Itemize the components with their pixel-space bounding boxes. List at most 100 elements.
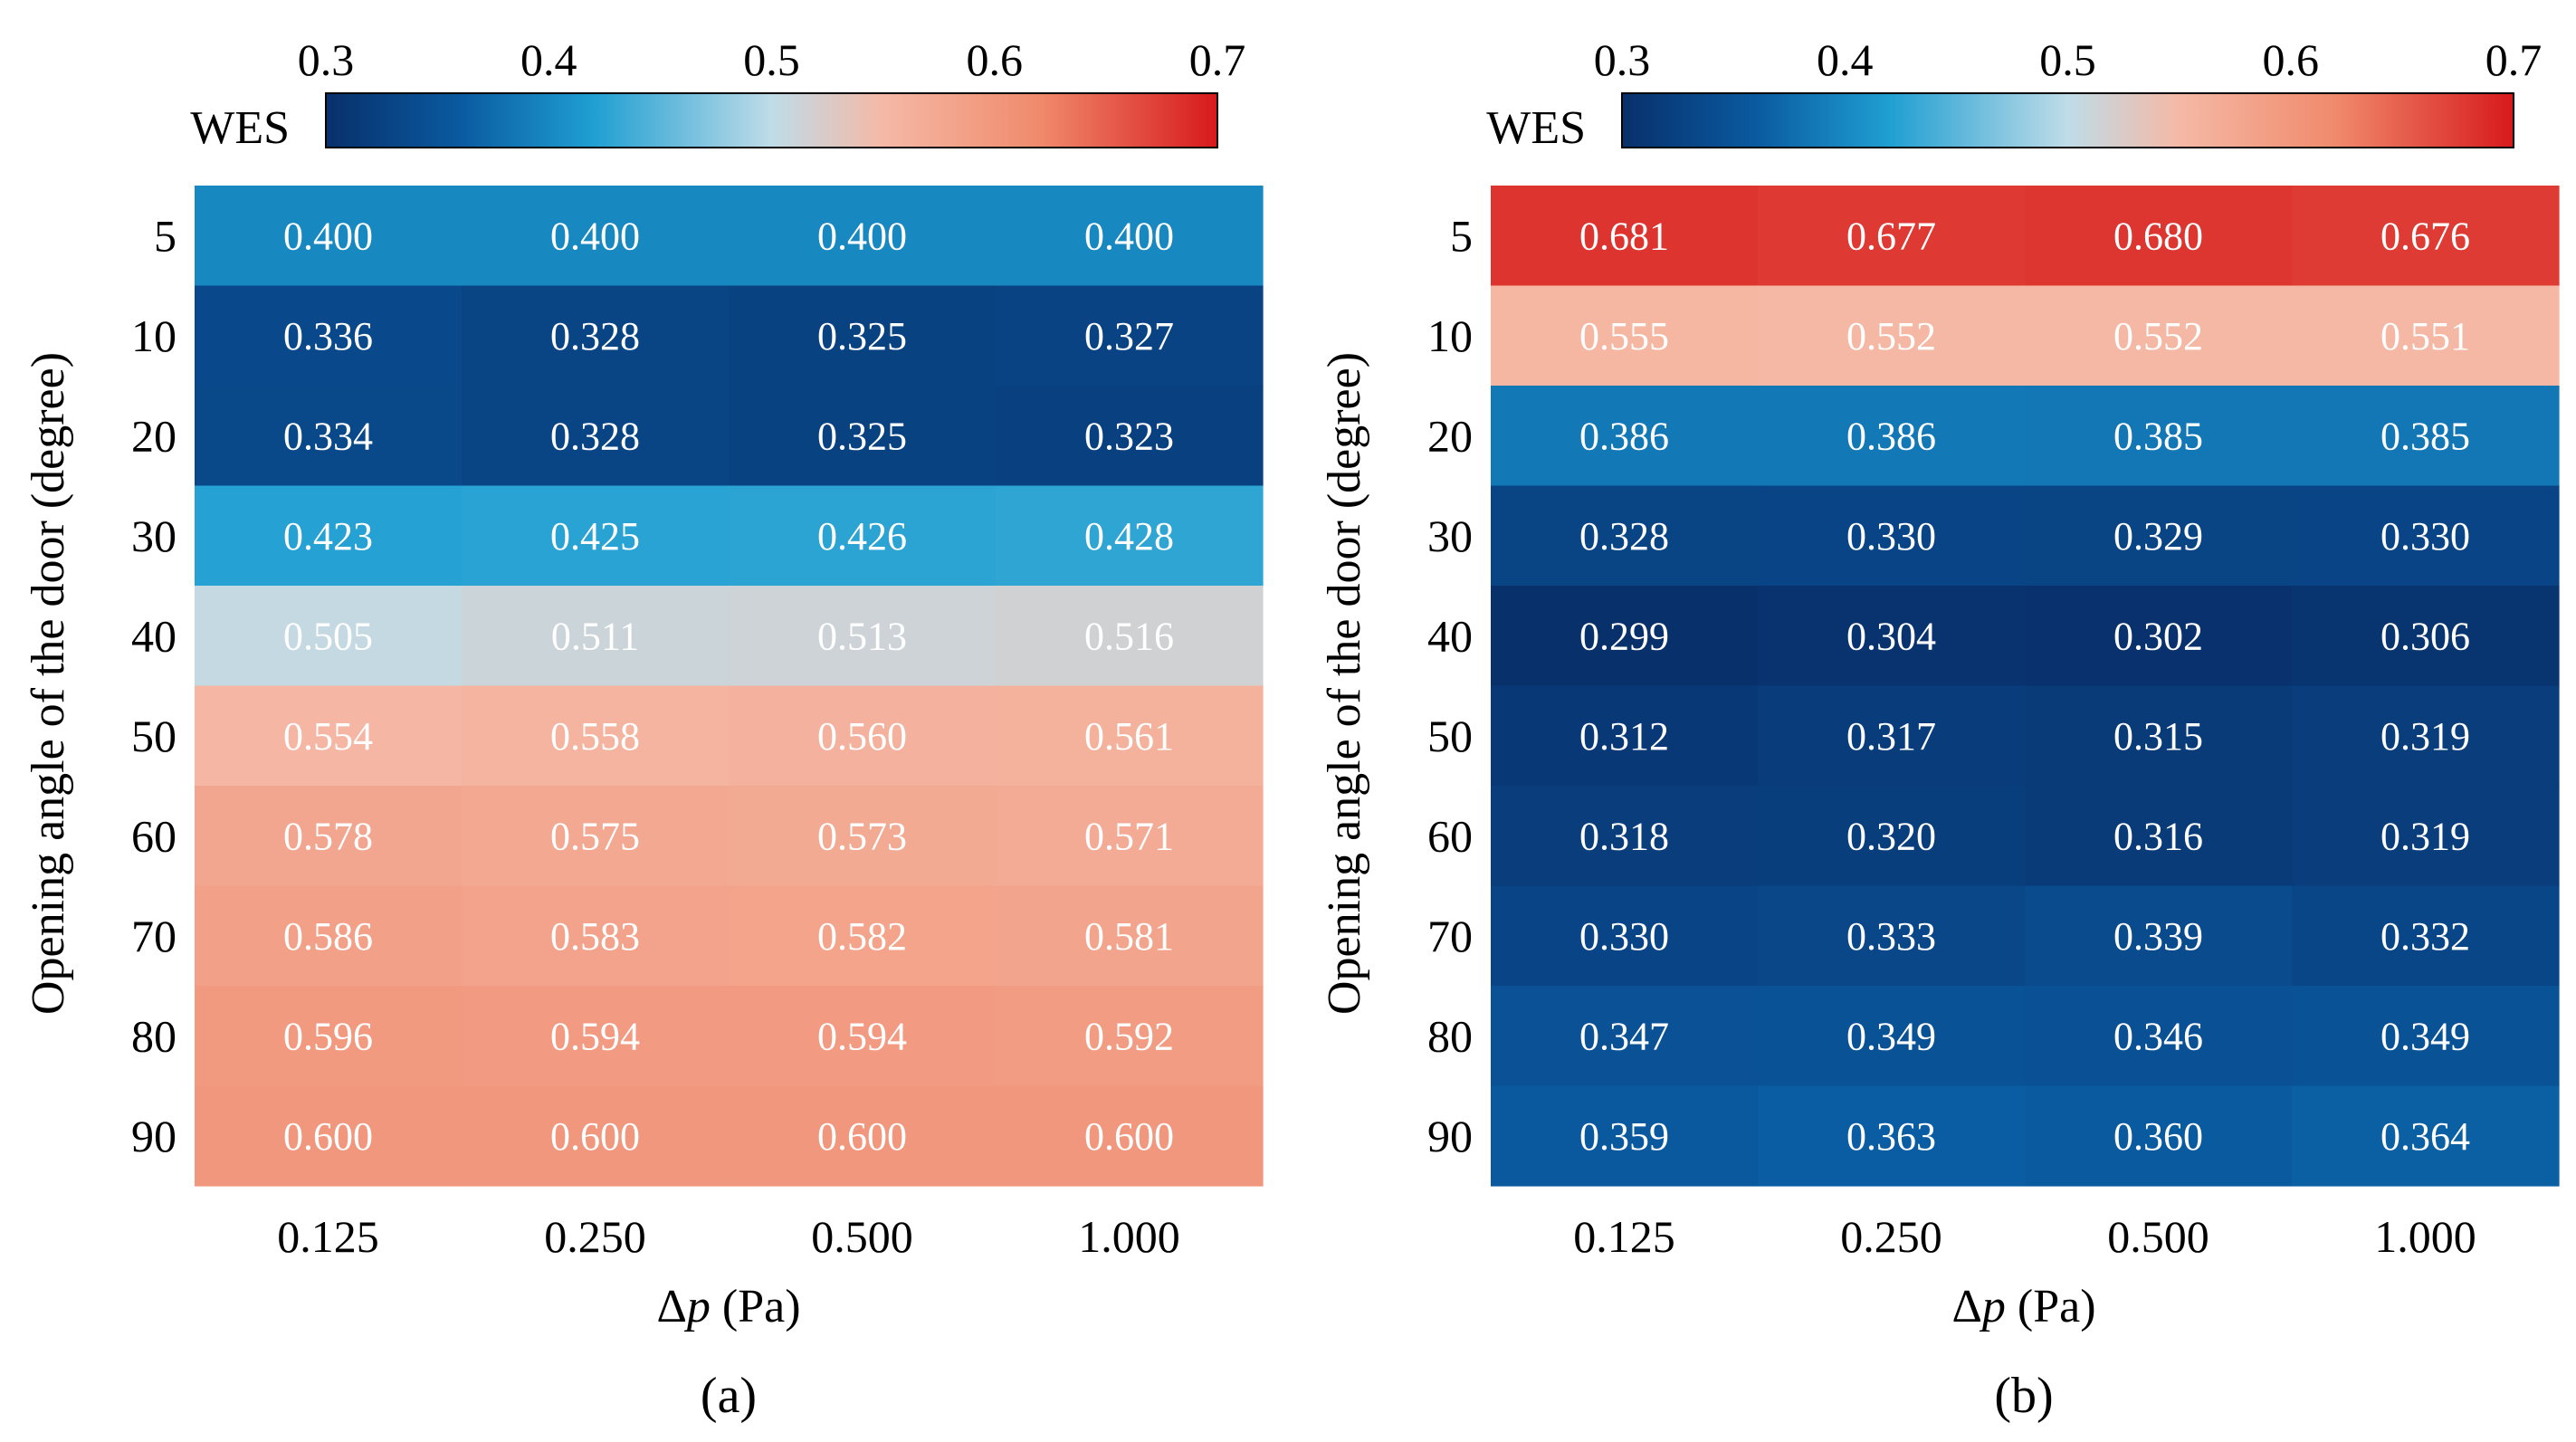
heatmap-cell bbox=[1758, 685, 2026, 787]
heatmap-cell bbox=[462, 786, 730, 887]
cell-value-label: 0.594 bbox=[817, 1014, 907, 1058]
heatmap-cell bbox=[1491, 786, 1759, 887]
cell-value-label: 0.676 bbox=[2380, 214, 2470, 258]
heatmap-cell bbox=[996, 186, 1264, 287]
cell-value-label: 0.312 bbox=[1579, 714, 1669, 759]
colorbar-tick-label: 0.6 bbox=[967, 34, 1024, 85]
cell-value-label: 0.516 bbox=[1084, 614, 1174, 658]
cell-value-label: 0.551 bbox=[2380, 314, 2470, 358]
heatmap-cell bbox=[462, 986, 730, 1087]
cell-value-label: 0.360 bbox=[2113, 1114, 2203, 1159]
heatmap-cell bbox=[729, 885, 997, 987]
cell-value-label: 0.428 bbox=[1084, 514, 1174, 559]
cell-value-label: 0.386 bbox=[1579, 414, 1669, 458]
cell-value-label: 0.600 bbox=[817, 1114, 907, 1159]
cell-value-label: 0.554 bbox=[283, 714, 373, 759]
heatmap-cell bbox=[2292, 586, 2560, 687]
cell-value-label: 0.552 bbox=[1846, 314, 1936, 358]
cell-value-label: 0.325 bbox=[817, 414, 907, 458]
cell-value-label: 0.583 bbox=[550, 914, 640, 959]
x-tick-label: 0.500 bbox=[811, 1211, 913, 1262]
heatmap-cell bbox=[729, 285, 997, 387]
cell-value-label: 0.400 bbox=[1084, 214, 1174, 258]
heatmap-cell bbox=[996, 285, 1264, 387]
heatmap-cell bbox=[2025, 986, 2293, 1087]
cell-value-label: 0.327 bbox=[1084, 314, 1174, 358]
y-tick-label: 5 bbox=[1450, 210, 1473, 261]
x-tick-label: 0.500 bbox=[2107, 1211, 2209, 1262]
heatmap-cell bbox=[996, 885, 1264, 987]
cell-value-label: 0.336 bbox=[283, 314, 373, 358]
heatmap-cell bbox=[1758, 485, 2026, 587]
y-tick-labels-a: 5 10 20 30 40 50 60 70 80 90 bbox=[131, 210, 177, 1161]
heatmap-cell bbox=[1491, 885, 1759, 987]
heatmap-cell bbox=[1758, 285, 2026, 387]
x-tick-labels-b: 0.125 0.250 0.500 1.000 bbox=[1573, 1211, 2476, 1262]
heatmap-cell bbox=[195, 586, 463, 687]
cell-value-label: 0.328 bbox=[1579, 514, 1669, 559]
cell-value-label: 0.513 bbox=[817, 614, 907, 658]
panel-a: WES 0.3 0.4 0.5 0.6 0.7 0.400 0.400 0.400 0.400… bbox=[23, 34, 1264, 1424]
colorbar-tick-label: 0.7 bbox=[2485, 34, 2543, 85]
heatmap-cell bbox=[2292, 1085, 2560, 1187]
heatmap-cell bbox=[729, 986, 997, 1087]
x-axis-title-a: Δp (Pa) bbox=[656, 1281, 800, 1332]
cell-value-label: 0.319 bbox=[2380, 714, 2470, 759]
heatmap-cell bbox=[1491, 186, 1759, 287]
y-tick-label: 20 bbox=[1427, 410, 1473, 461]
heatmap-cell bbox=[2025, 485, 2293, 587]
cell-value-label: 0.385 bbox=[2113, 414, 2203, 458]
cell-value-label: 0.306 bbox=[2380, 614, 2470, 658]
cell-value-label: 0.505 bbox=[283, 614, 373, 658]
heatmap-cells-b: 0.681 0.677 0.680 0.676 0.555 0.552 0.552 0.551… bbox=[1491, 186, 2560, 1187]
heatmap-cell bbox=[1758, 586, 2026, 687]
y-tick-label: 20 bbox=[131, 410, 177, 461]
y-tick-label: 70 bbox=[1427, 911, 1473, 961]
heatmap-cell bbox=[729, 1085, 997, 1187]
cell-value-label: 0.349 bbox=[1846, 1014, 1936, 1058]
heatmap-cell bbox=[729, 485, 997, 587]
cell-value-label: 0.328 bbox=[550, 414, 640, 458]
cell-value-label: 0.333 bbox=[1846, 914, 1936, 959]
cell-value-label: 0.552 bbox=[2113, 314, 2203, 358]
x-tick-labels-a: 0.125 0.250 0.500 1.000 bbox=[277, 1211, 1180, 1262]
colorbar-label-b: WES bbox=[1486, 102, 1586, 154]
x-tick-label: 1.000 bbox=[1078, 1211, 1180, 1262]
y-tick-label: 60 bbox=[131, 810, 177, 861]
heatmap-cell bbox=[462, 586, 730, 687]
cell-value-label: 0.330 bbox=[1579, 914, 1669, 959]
cell-value-label: 0.349 bbox=[2380, 1014, 2470, 1058]
y-tick-label: 80 bbox=[131, 1010, 177, 1061]
cell-value-label: 0.600 bbox=[1084, 1114, 1174, 1159]
cell-value-label: 0.330 bbox=[2380, 514, 2470, 559]
y-axis-title-a: Opening angle of the door (degree) bbox=[23, 352, 74, 1015]
cell-value-label: 0.592 bbox=[1084, 1014, 1174, 1058]
x-tick-label: 0.125 bbox=[277, 1211, 379, 1262]
colorbar-tick-label: 0.5 bbox=[2039, 34, 2096, 85]
heatmap-cell bbox=[462, 285, 730, 387]
y-tick-label: 60 bbox=[1427, 810, 1473, 861]
panel-caption-b: (b) bbox=[1994, 1368, 2053, 1424]
cell-value-label: 0.423 bbox=[283, 514, 373, 559]
cell-value-label: 0.317 bbox=[1846, 714, 1936, 759]
colorbar-ticks-a: 0.3 0.4 0.5 0.6 0.7 bbox=[298, 34, 1246, 85]
y-tick-label: 30 bbox=[1427, 511, 1473, 561]
x-axis-title-b: Δp (Pa) bbox=[1951, 1281, 2095, 1332]
cell-value-label: 0.677 bbox=[1846, 214, 1936, 258]
heatmap-cell bbox=[1491, 386, 1759, 487]
cell-value-label: 0.575 bbox=[550, 814, 640, 858]
y-tick-label: 40 bbox=[131, 610, 177, 661]
cell-value-label: 0.594 bbox=[550, 1014, 640, 1058]
colorbar-tick-label: 0.7 bbox=[1189, 34, 1246, 85]
heatmap-cell bbox=[1758, 1085, 2026, 1187]
x-tick-label: 0.125 bbox=[1573, 1211, 1675, 1262]
heatmap-cell bbox=[996, 485, 1264, 587]
cell-value-label: 0.400 bbox=[283, 214, 373, 258]
heatmap-cell bbox=[996, 586, 1264, 687]
cell-value-label: 0.323 bbox=[1084, 414, 1174, 458]
cell-value-label: 0.586 bbox=[283, 914, 373, 959]
cell-value-label: 0.400 bbox=[550, 214, 640, 258]
heatmap-cell bbox=[2025, 285, 2293, 387]
cell-value-label: 0.329 bbox=[2113, 514, 2203, 559]
